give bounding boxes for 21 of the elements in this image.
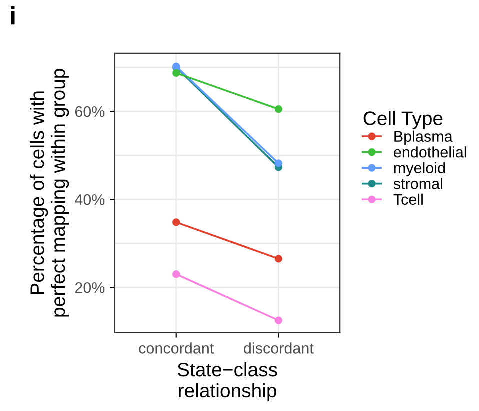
point (172, 270, 180, 278)
x-tick-label: concordant (139, 342, 214, 354)
point (274, 106, 283, 114)
x-axis-title: State−class relationship (178, 362, 278, 402)
point (172, 218, 180, 226)
chart-title: i (11, 6, 15, 25)
legend-label: Bplasma (394, 130, 453, 146)
legend-label: stromal (394, 178, 442, 190)
legend-title: Cell Type (364, 111, 443, 130)
y-tick-label: 60% (75, 106, 105, 118)
point (274, 255, 283, 263)
point (172, 69, 180, 78)
y-tick-label: 20% (75, 282, 105, 294)
point (274, 316, 283, 324)
y-axis-title: Percentage of cells with perfect mapping within group (30, 69, 70, 317)
legend-label: Tcell (394, 194, 423, 206)
x-tick-label: discordant (244, 342, 314, 354)
legend-label: endothelial (394, 146, 466, 158)
legend-label: myeloid (394, 162, 446, 177)
point (274, 160, 283, 168)
y-tick-label: 40% (75, 194, 105, 206)
